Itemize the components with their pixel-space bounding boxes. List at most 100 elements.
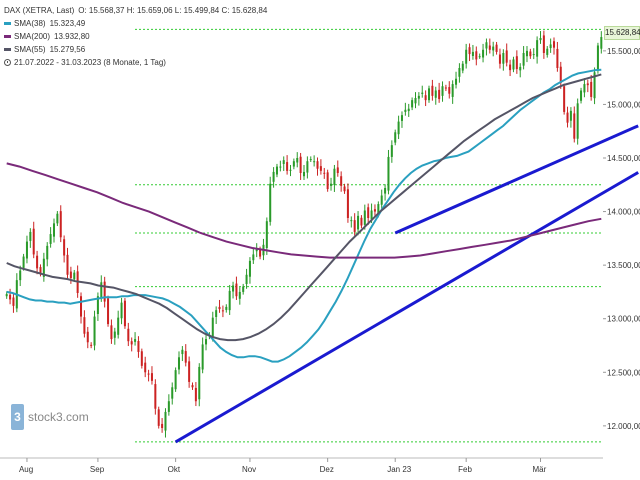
- y-tick-label: 12.500,00: [607, 368, 640, 377]
- last-price-tag: 15.628,84: [604, 26, 640, 40]
- candle-body: [569, 110, 572, 121]
- x-tick-label: Jan 23: [387, 465, 412, 474]
- candle-body: [505, 50, 508, 63]
- candle-body: [482, 49, 485, 58]
- sma-line-sma38: [6, 68, 602, 363]
- candle-body: [302, 171, 306, 177]
- candle-body: [198, 366, 201, 400]
- instrument-name: DAX (XETRA, Last): [4, 6, 75, 15]
- candle-body: [245, 274, 248, 284]
- candle-body: [66, 254, 69, 275]
- candle-body: [269, 183, 272, 222]
- candle-body: [248, 260, 251, 277]
- candle-body: [590, 81, 593, 97]
- candle-body: [583, 84, 586, 93]
- candle-body: [36, 255, 39, 269]
- x-tick-label: Nov: [242, 465, 256, 474]
- candle-body: [323, 172, 326, 174]
- candle-body: [205, 339, 208, 345]
- stock3-logo-mark: 3: [11, 404, 24, 430]
- candle-body: [272, 171, 275, 182]
- candle-body: [360, 217, 363, 226]
- candle-body: [117, 317, 120, 335]
- candle-body: [498, 54, 501, 64]
- candle-body: [566, 112, 569, 123]
- candle-body: [232, 285, 235, 292]
- candle-body: [525, 50, 528, 57]
- candle-body: [461, 63, 464, 71]
- candle-body: [164, 411, 167, 431]
- candle-body: [144, 362, 147, 373]
- candle-body: [600, 37, 603, 49]
- candle-body: [468, 47, 471, 55]
- candle-body: [397, 121, 400, 135]
- candle-body: [49, 234, 52, 244]
- candle-body: [188, 361, 191, 382]
- candle-body: [444, 87, 447, 89]
- candle-body: [350, 220, 353, 222]
- candle-body: [52, 223, 56, 237]
- candle-body: [137, 341, 140, 352]
- candle-body: [515, 56, 518, 70]
- candle-body: [215, 310, 218, 317]
- candle-body: [319, 166, 322, 171]
- candle-body: [353, 220, 356, 232]
- candle-body: [414, 98, 417, 104]
- stock3-logo[interactable]: 3 stock3.com: [11, 404, 89, 430]
- legend-sma200: SMA(200) 13.932,80: [4, 30, 267, 43]
- clock-icon: [4, 59, 11, 66]
- candle-body: [134, 339, 137, 342]
- sma-line-sma55: [6, 73, 602, 342]
- legend-sma55: SMA(55) 15.279,56: [4, 43, 267, 56]
- candle-body: [370, 210, 373, 220]
- legend-title-row: DAX (XETRA, Last) O: 15.568,37 H: 15.659…: [4, 4, 267, 17]
- candle-body: [559, 66, 562, 83]
- candle-body: [539, 38, 542, 41]
- candle-body: [19, 270, 22, 281]
- y-tick-label: 14.500,00: [607, 154, 640, 163]
- candle-body: [549, 44, 552, 49]
- candle-body: [140, 351, 143, 366]
- sma-line-sma200: [6, 162, 602, 259]
- candle-body: [326, 172, 329, 190]
- candle-body: [161, 423, 164, 428]
- chart-legend: DAX (XETRA, Last) O: 15.568,37 H: 15.659…: [4, 4, 267, 69]
- candle-body: [59, 211, 62, 238]
- x-tick-label: Mär: [532, 465, 546, 474]
- candle-body: [387, 156, 390, 191]
- candle-body: [596, 45, 599, 71]
- candle-body: [495, 44, 498, 52]
- candle-body: [86, 331, 89, 343]
- candle-body: [147, 373, 150, 375]
- candle-body: [228, 290, 231, 311]
- candle-body: [12, 297, 15, 306]
- candle-body: [279, 166, 282, 168]
- candle-body: [552, 41, 556, 48]
- candle-body: [96, 296, 99, 314]
- y-tick-label: 14.000,00: [607, 208, 640, 217]
- candle-body: [83, 317, 86, 334]
- trendline-1: [394, 124, 639, 235]
- candle-body: [485, 42, 488, 49]
- candle-body: [458, 68, 461, 77]
- candle-body: [363, 210, 366, 225]
- candle-body: [107, 298, 110, 325]
- candle-body: [434, 90, 437, 98]
- candle-body: [380, 195, 383, 205]
- candle-body: [394, 132, 397, 143]
- candle-body: [282, 160, 285, 164]
- candle-body: [542, 35, 545, 53]
- sma55-value: 15.279,56: [49, 45, 86, 54]
- x-tick-label: Sep: [90, 465, 105, 474]
- candle-body: [299, 156, 302, 173]
- candle-body: [56, 213, 59, 224]
- x-axis: Aug Sep Okt Nov Dez Jan 23 Feb Mär: [0, 457, 603, 474]
- candle-body: [580, 90, 583, 101]
- candle-body: [492, 46, 495, 51]
- candle-body: [384, 188, 387, 194]
- candle-body: [265, 221, 268, 248]
- candle-body: [221, 310, 224, 312]
- candle-body: [502, 53, 505, 64]
- candle-body: [110, 325, 113, 340]
